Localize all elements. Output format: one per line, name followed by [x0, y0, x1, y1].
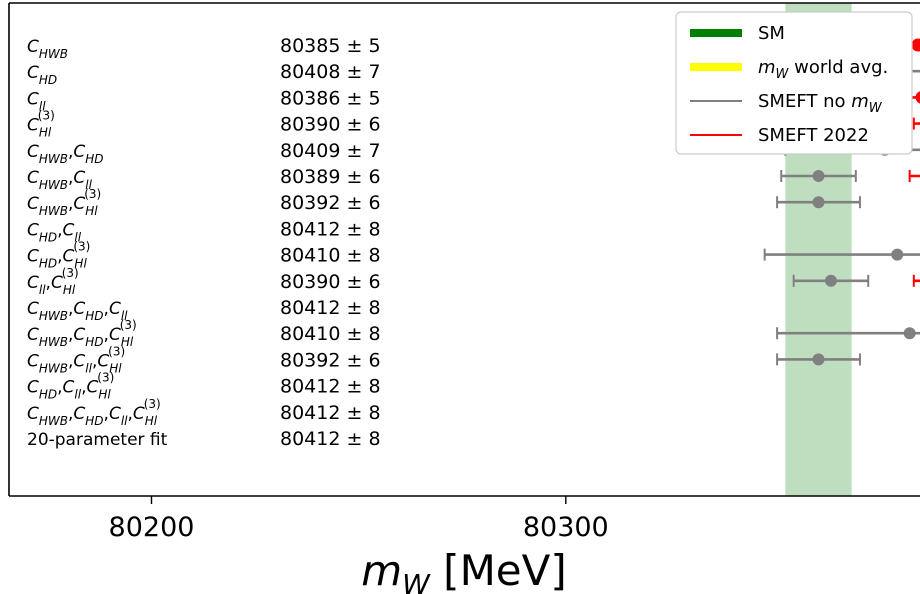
row-value: 80412 ± 8	[280, 297, 381, 319]
row-label: CHl(3)​	[27, 109, 55, 140]
x-axis-label: mW [MeV]	[361, 546, 567, 594]
row-value: 80412 ± 8	[280, 218, 381, 240]
smeft-no-mw-point	[776, 196, 861, 209]
row-label: CHWB​	[27, 37, 68, 61]
axes-frame	[8, 2, 920, 497]
row-value: 80412 ± 8	[280, 428, 381, 450]
row-label: CHD​,CHl(3)​	[27, 240, 90, 271]
row-value: 80410 ± 8	[280, 323, 381, 345]
row-label: CHWB​,Cll​	[27, 168, 93, 192]
row-value: 80410 ± 8	[280, 245, 381, 267]
smeft-2022-point	[912, 274, 920, 287]
row-value: 80386 ± 5	[280, 87, 381, 109]
row-label: CHD​	[27, 63, 57, 87]
row-value: 80392 ± 6	[280, 349, 381, 371]
x-tick-label: 80200	[109, 512, 195, 543]
smeft-no-mw-point	[792, 274, 870, 287]
x-axis: 80200803008040080500	[109, 496, 609, 543]
row-value: 80390 ± 6	[280, 271, 381, 293]
rows-layer: CHWB​ 80385 ± 5 CHD​ 80408 ± 7 Cll​ 80386 ± 5…	[27, 35, 381, 450]
legend-label: SM	[758, 23, 785, 44]
row-value: 80412 ± 8	[280, 376, 381, 398]
row-label: CHWB​,CHD​	[27, 142, 104, 166]
smeft-no-mw-point	[776, 327, 920, 340]
row-label: 20-parameter fit	[27, 430, 168, 450]
smeft-no-mw-point	[776, 353, 861, 366]
row-label: Cll​,CHl(3)​	[27, 266, 79, 297]
row-value: 80390 ± 6	[280, 114, 381, 136]
legend-label: SMEFT no mW	[758, 91, 883, 116]
legend-box	[675, 11, 913, 155]
row-label: CHWB​,Cll​,CHl(3)​	[27, 344, 125, 375]
row-value: 80409 ± 7	[280, 140, 381, 162]
legend-label: SMEFT 2022	[758, 125, 869, 146]
row-label: CHWB​,CHD​,Cll​,CHl(3)​	[27, 397, 161, 428]
row-label: CHWB​,CHl(3)​	[27, 187, 101, 218]
row-label: CHWB​,CHD​,Cll​	[27, 299, 128, 323]
row-value: 80408 ± 7	[280, 61, 381, 83]
x-tick-label: 80300	[523, 512, 609, 543]
legend: SM mW world avg. SMEFT no mW SMEFT 2022	[675, 11, 913, 155]
smeft-2022-point	[912, 117, 920, 130]
legend-label: mW world avg.	[758, 57, 888, 82]
row-label: CHD​,Cll​,CHl(3)​	[27, 371, 114, 402]
smeft-no-mw-point	[780, 170, 857, 182]
row-value: 80385 ± 5	[280, 35, 381, 57]
row-value: 80389 ± 6	[280, 166, 381, 188]
smeft-no-mw-point	[763, 248, 920, 261]
row-label: CHWB​,CHD​,CHl(3)​	[27, 318, 137, 349]
row-value: 80392 ± 6	[280, 192, 381, 214]
row-label: Cll​	[27, 89, 46, 113]
row-value: 80412 ± 8	[280, 402, 381, 424]
smeft-2022-point	[908, 170, 920, 182]
row-label: CHD​,Cll​	[27, 220, 82, 244]
